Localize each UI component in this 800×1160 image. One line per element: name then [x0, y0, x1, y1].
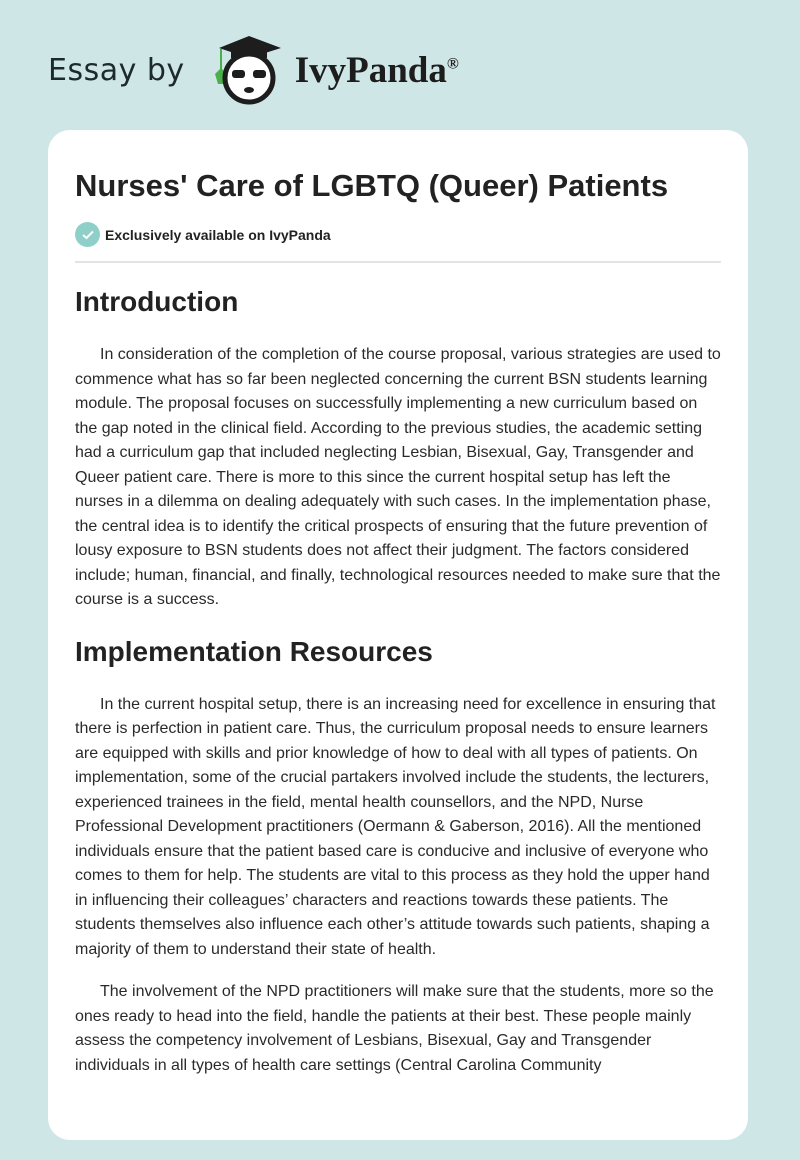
check-icon	[75, 222, 100, 247]
article-card: Nurses' Care of LGBTQ (Queer) Patients E…	[48, 130, 748, 1140]
paragraph: In consideration of the completion of th…	[75, 346, 721, 608]
ivypanda-logo-icon[interactable]	[205, 34, 289, 106]
section-heading: Introduction	[75, 286, 239, 317]
section-heading: Implementation Resources	[75, 635, 433, 667]
paragraph: In the current hospital setup, there is …	[75, 695, 716, 958]
brand-name[interactable]: IvyPanda®	[295, 49, 459, 92]
page-title: Nurses' Care of LGBTQ (Queer) Patients	[75, 168, 669, 203]
paragraph: The involvement of the NPD practitioners…	[75, 983, 714, 1074]
essay-by-label: Essay by	[48, 52, 185, 88]
brand-text: IvyPanda	[294, 49, 447, 91]
site-header: Essay by IvyPanda®	[48, 30, 459, 110]
registered-mark: ®	[446, 55, 459, 73]
badge-text: Exclusively available on IvyPanda	[105, 226, 331, 243]
divider	[75, 261, 721, 263]
exclusive-badge: Exclusively available on IvyPanda	[75, 222, 721, 247]
